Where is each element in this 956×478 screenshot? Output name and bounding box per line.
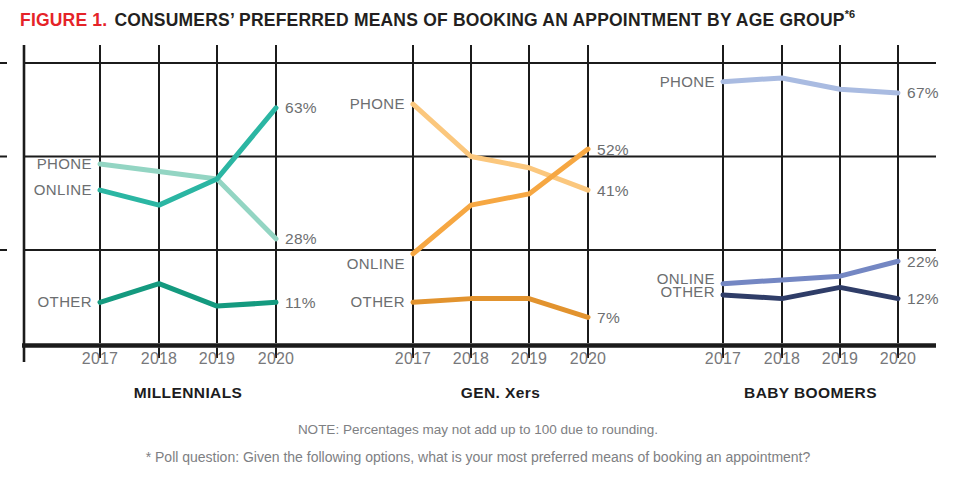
- panel-title-gen-xers: GEN. Xers: [461, 384, 540, 401]
- x-tick-label-baby-boomers-2019: 2019: [822, 350, 858, 367]
- series-end-value-millennials-online: 63%: [285, 99, 317, 116]
- series-line-baby-boomers-online: [723, 261, 898, 283]
- series-end-value-gen-xers-online: 52%: [597, 141, 629, 158]
- series-name-label-millennials-other: OTHER: [38, 293, 93, 310]
- x-tick-label-millennials-2019: 2019: [199, 350, 235, 367]
- series-line-baby-boomers-other: [723, 287, 898, 298]
- x-tick-label-gen-xers-2020: 2020: [570, 350, 606, 367]
- series-end-value-baby-boomers-phone: 67%: [907, 84, 939, 101]
- x-tick-label-millennials-2020: 2020: [258, 350, 294, 367]
- x-tick-label-millennials-2017: 2017: [82, 350, 118, 367]
- panel-title-baby-boomers: BABY BOOMERS: [744, 384, 877, 401]
- series-end-value-baby-boomers-other: 12%: [907, 290, 939, 307]
- series-name-label-millennials-online: ONLINE: [34, 181, 92, 198]
- x-tick-label-millennials-2018: 2018: [141, 350, 177, 367]
- series-line-baby-boomers-phone: [723, 78, 898, 93]
- note-rounding: NOTE: Percentages may not add up to 100 …: [0, 422, 956, 437]
- line-chart-canvas: PHONE 28% ONLINE 63% OTHER 11% 2017 2018 2019 202…: [0, 0, 956, 478]
- series-end-value-millennials-other: 11%: [285, 294, 316, 311]
- series-line-millennials-phone: [100, 164, 276, 239]
- series-name-label-gen-xers-phone: PHONE: [350, 95, 405, 112]
- series-line-gen-xers-other: [413, 299, 588, 318]
- panel-title-millennials: MILLENNIALS: [134, 384, 243, 401]
- series-end-value-millennials-phone: 28%: [285, 230, 317, 247]
- series-line-gen-xers-phone: [413, 104, 588, 190]
- x-tick-label-gen-xers-2017: 2017: [395, 350, 431, 367]
- series-name-label-baby-boomers-other: OTHER: [661, 283, 716, 300]
- note-poll-question: * Poll question: Given the following opt…: [0, 449, 956, 465]
- series-line-millennials-other: [100, 284, 276, 306]
- series-name-label-gen-xers-other: OTHER: [351, 293, 406, 310]
- x-tick-label-baby-boomers-2018: 2018: [764, 350, 800, 367]
- x-tick-label-baby-boomers-2020: 2020: [880, 350, 916, 367]
- series-name-label-gen-xers-online: ONLINE: [347, 255, 405, 272]
- x-tick-label-gen-xers-2018: 2018: [453, 350, 489, 367]
- x-tick-label-gen-xers-2019: 2019: [511, 350, 547, 367]
- series-end-value-baby-boomers-online: 22%: [907, 253, 939, 270]
- series-name-label-millennials-phone: PHONE: [37, 155, 92, 172]
- series-name-label-baby-boomers-phone: PHONE: [660, 73, 715, 90]
- series-end-value-gen-xers-other: 7%: [597, 309, 620, 326]
- series-end-value-gen-xers-phone: 41%: [597, 182, 629, 199]
- x-tick-label-baby-boomers-2017: 2017: [705, 350, 741, 367]
